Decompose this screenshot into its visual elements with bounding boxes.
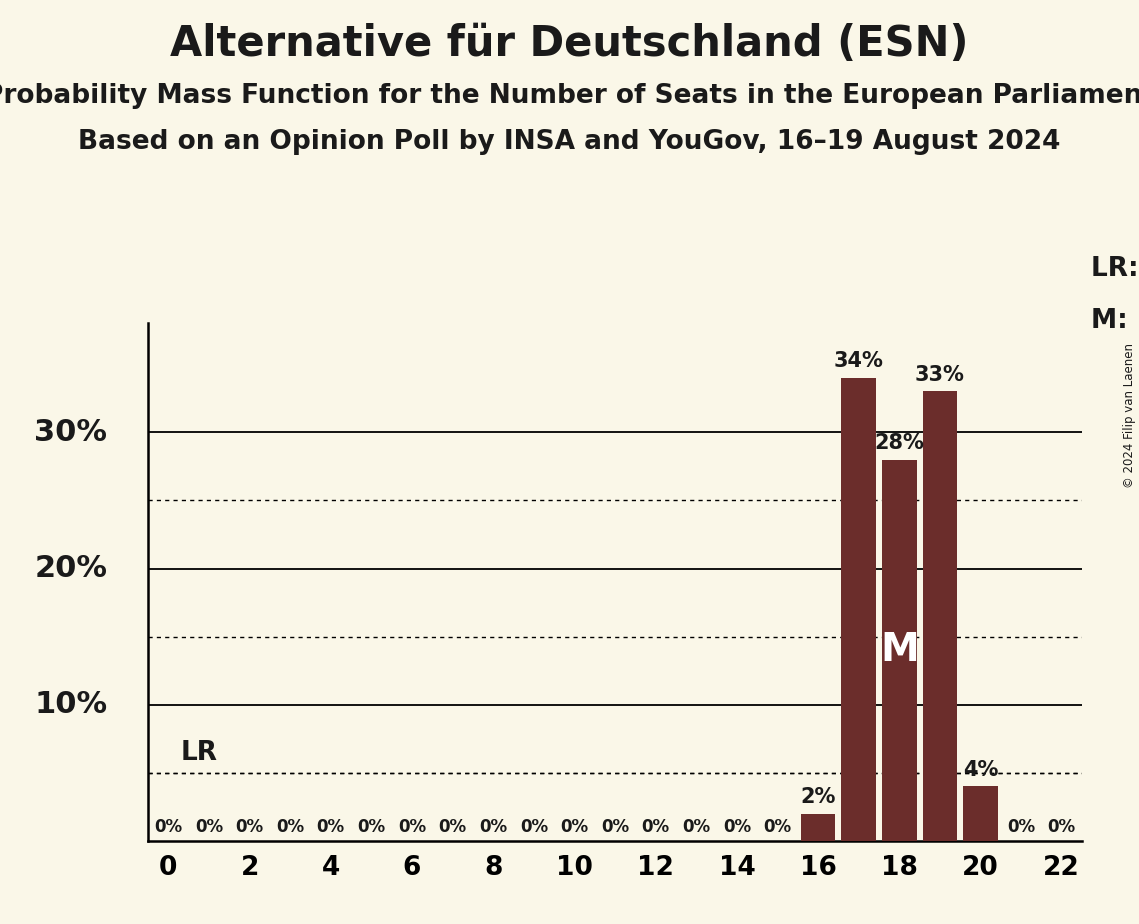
Text: 0%: 0% [641,818,670,836]
Text: 0%: 0% [682,818,711,836]
Text: 0%: 0% [398,818,426,836]
Text: Based on an Opinion Poll by INSA and YouGov, 16–19 August 2024: Based on an Opinion Poll by INSA and You… [79,129,1060,155]
Text: 30%: 30% [34,418,107,447]
Text: 4%: 4% [962,760,998,780]
Text: 0%: 0% [236,818,263,836]
Text: M: Median: M: Median [1091,308,1139,334]
Text: M: M [880,631,919,669]
Text: Alternative für Deutschland (ESN): Alternative für Deutschland (ESN) [170,23,969,65]
Text: 28%: 28% [875,432,924,453]
Text: 0%: 0% [154,818,182,836]
Text: 20%: 20% [34,554,107,583]
Bar [842,378,876,841]
Text: 0%: 0% [601,818,629,836]
Text: 0%: 0% [763,818,792,836]
Text: 0%: 0% [519,818,548,836]
Text: 0%: 0% [560,818,589,836]
Text: Probability Mass Function for the Number of Seats in the European Parliament: Probability Mass Function for the Number… [0,83,1139,109]
Text: 0%: 0% [317,818,345,836]
Text: 0%: 0% [358,818,385,836]
Text: LR: LR [181,740,218,766]
Text: 2%: 2% [801,787,836,807]
Text: 0%: 0% [195,818,223,836]
Bar [801,814,835,841]
Text: © 2024 Filip van Laenen: © 2024 Filip van Laenen [1123,344,1137,488]
Text: 0%: 0% [1007,818,1035,836]
Text: 0%: 0% [480,818,507,836]
Text: 0%: 0% [723,818,751,836]
Bar [923,392,957,841]
Text: 0%: 0% [276,818,304,836]
Bar [964,786,998,841]
Text: 34%: 34% [834,351,884,371]
Text: 0%: 0% [1048,818,1076,836]
Text: 33%: 33% [915,365,965,384]
Bar [882,459,917,841]
Text: 0%: 0% [439,818,467,836]
Text: LR: Last Result: LR: Last Result [1091,256,1139,282]
Text: 10%: 10% [34,690,107,719]
